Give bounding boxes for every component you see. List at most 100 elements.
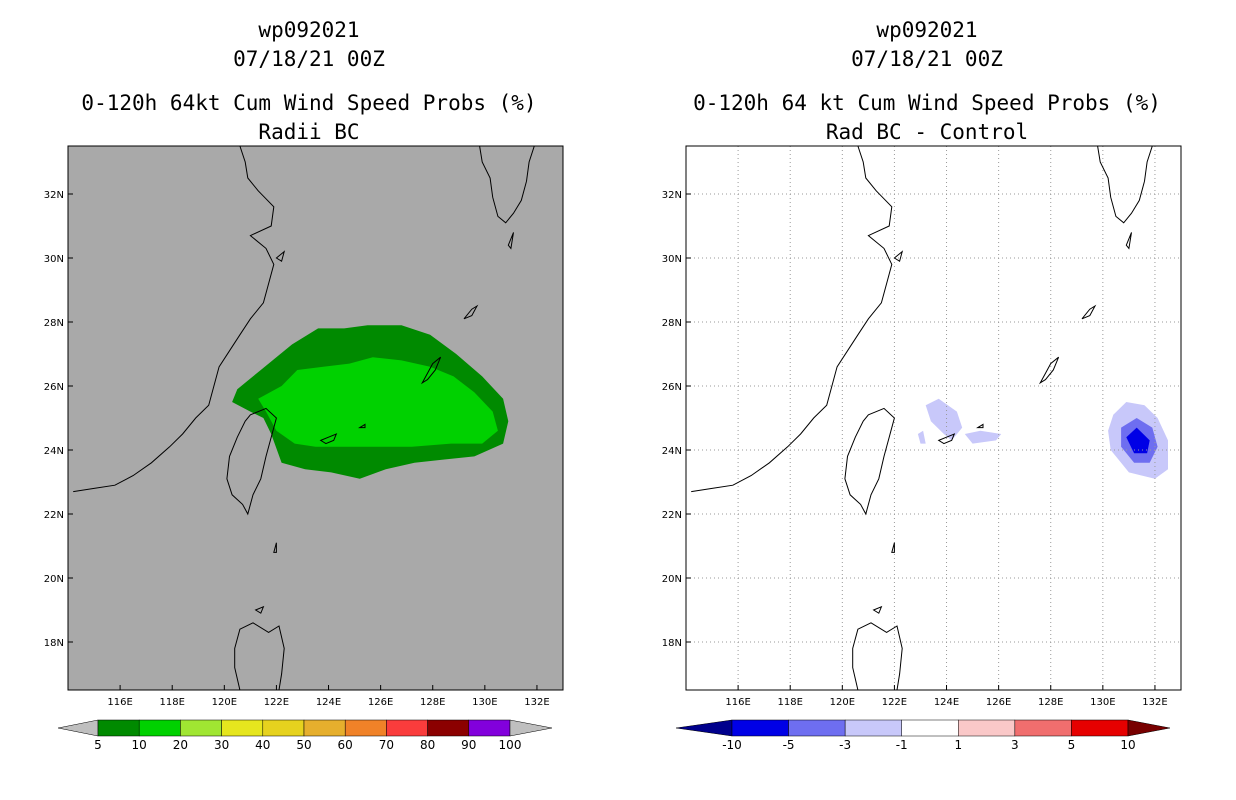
y-tick-label: 32N — [44, 190, 64, 201]
plot-area — [686, 146, 1181, 690]
x-tick-label: 128E — [420, 697, 445, 708]
colorbar-label: 5 — [1068, 738, 1076, 752]
y-tick-label: 24N — [44, 446, 64, 457]
colorbar-label: 1 — [954, 738, 962, 752]
left-map-chart: 116E 118E 120E 122E 124E 126E 128E 130E 132E 18N 2… — [44, 145, 564, 752]
coastline-amami — [1081, 304, 1097, 320]
colorbar-label: 5 — [94, 738, 102, 752]
x-tick-label: 124E — [934, 697, 959, 708]
colorbar-label: 40 — [255, 738, 270, 752]
colorbar-box — [221, 719, 264, 737]
right-map-chart: 116E 118E 120E 122E 124E 126E 128E 130E 132E 18N 2… — [662, 145, 1182, 752]
coastline-china — [691, 146, 893, 493]
y-tick-label: 22N — [662, 510, 682, 521]
y-tick-label: 18N — [662, 638, 682, 649]
y-tick-label: 26N — [44, 382, 64, 393]
y-tick-label: 22N — [44, 510, 64, 521]
plot-area — [73, 146, 535, 690]
coastline-okinawa — [420, 356, 442, 385]
x-tick-label: 122E — [882, 697, 907, 708]
x-tick-label: 120E — [830, 697, 855, 708]
right-title-datetime: 07/18/21 00Z — [851, 47, 1003, 71]
colorbar-label: 10 — [1120, 738, 1135, 752]
x-tick-label: 116E — [725, 697, 750, 708]
colorbar-label: 30 — [214, 738, 229, 752]
colorbar-box — [468, 719, 511, 737]
y-tick-label: 28N — [662, 318, 682, 329]
x-tick-label: 118E — [778, 697, 803, 708]
x-tick-label: 130E — [1090, 697, 1115, 708]
y-tick-label: 18N — [44, 638, 64, 649]
colorbar-box — [1071, 719, 1129, 737]
colorbar-box — [303, 719, 346, 737]
coastline-china — [73, 146, 275, 493]
colorbar-box — [958, 719, 1016, 737]
colorbar-label: 50 — [296, 738, 311, 752]
colorbar-label: -1 — [896, 738, 908, 752]
y-tick-label: 20N — [44, 574, 64, 585]
coastline-batanes — [891, 542, 895, 553]
x-tick-label: 126E — [368, 697, 393, 708]
right-title-product: 0-120h 64 kt Cum Wind Speed Probs (%) — [693, 91, 1161, 115]
colorbar-label: 60 — [338, 738, 353, 752]
coastline-babuyan — [254, 605, 265, 614]
colorbar-box — [97, 719, 140, 737]
colorbar-arrow-right — [1127, 719, 1171, 737]
x-tick-label: 130E — [472, 697, 497, 708]
coastline-taiwan — [226, 407, 277, 516]
coastline-miyako — [976, 423, 984, 429]
coastline-luzon — [852, 622, 903, 690]
colorbar-box — [844, 719, 902, 737]
y-tick-label: 28N — [44, 318, 64, 329]
left-title-datetime: 07/18/21 00Z — [233, 47, 385, 71]
coastline-amami — [463, 304, 479, 320]
right-title-storm-id: wp092021 — [876, 18, 978, 42]
contour--10to-5 — [1126, 427, 1150, 454]
colorbar-arrow-left — [675, 719, 733, 737]
colorbar-box — [138, 719, 181, 737]
colorbar-box — [901, 719, 959, 737]
colorbar-arrow-left — [57, 719, 99, 737]
x-tick-label: 116E — [107, 697, 132, 708]
right-panel: wp092021 07/18/21 00Z 0-120h 64 kt Cum W… — [618, 0, 1236, 800]
x-tick-label: 132E — [524, 697, 549, 708]
y-tick-label: 30N — [662, 254, 682, 265]
colorbar-label: 70 — [379, 738, 394, 752]
coastline-chusan — [275, 250, 286, 262]
colorbar-box — [180, 719, 222, 737]
colorbar-box — [1014, 719, 1072, 737]
x-tick-label: 118E — [160, 697, 185, 708]
colorbar-box — [386, 719, 428, 737]
colorbar-box — [344, 719, 387, 737]
y-tick-label: 26N — [662, 382, 682, 393]
left-panel: wp092021 07/18/21 00Z 0-120h 64kt Cum Wi… — [44, 18, 564, 752]
x-tick-label: 132E — [1142, 697, 1167, 708]
coastline-chusan — [893, 250, 904, 262]
coastline-luzon — [234, 622, 285, 690]
contour--3to-1 — [925, 398, 963, 441]
coastline-babuyan — [872, 605, 883, 614]
colorbar-label: -10 — [722, 738, 742, 752]
contour--3to-1 — [964, 430, 1002, 444]
coastline-miyako — [358, 423, 366, 429]
coastline-tanega — [507, 232, 514, 250]
y-tick-label: 32N — [662, 190, 682, 201]
x-tick-label: 120E — [212, 697, 237, 708]
coastline-kyushu — [479, 146, 535, 224]
colorbar-label: 3 — [1011, 738, 1019, 752]
colorbar-box — [427, 719, 470, 737]
colorbar-arrow-right — [509, 719, 553, 737]
x-tick-label: 126E — [986, 697, 1011, 708]
left-title-storm-id: wp092021 — [258, 18, 360, 42]
x-tick-label: 128E — [1038, 697, 1063, 708]
colorbar-label: -5 — [783, 738, 795, 752]
coastline-yaeyama — [937, 433, 956, 445]
colorbar-box — [731, 719, 789, 737]
coastline-batanes — [273, 542, 277, 553]
colorbar-label: 20 — [173, 738, 188, 752]
plot-frame — [67, 145, 564, 691]
colorbar-label: 90 — [461, 738, 476, 752]
coastline-okinawa — [1038, 356, 1060, 385]
y-tick-label: 30N — [44, 254, 64, 265]
left-title-product: 0-120h 64kt Cum Wind Speed Probs (%) — [81, 91, 537, 115]
